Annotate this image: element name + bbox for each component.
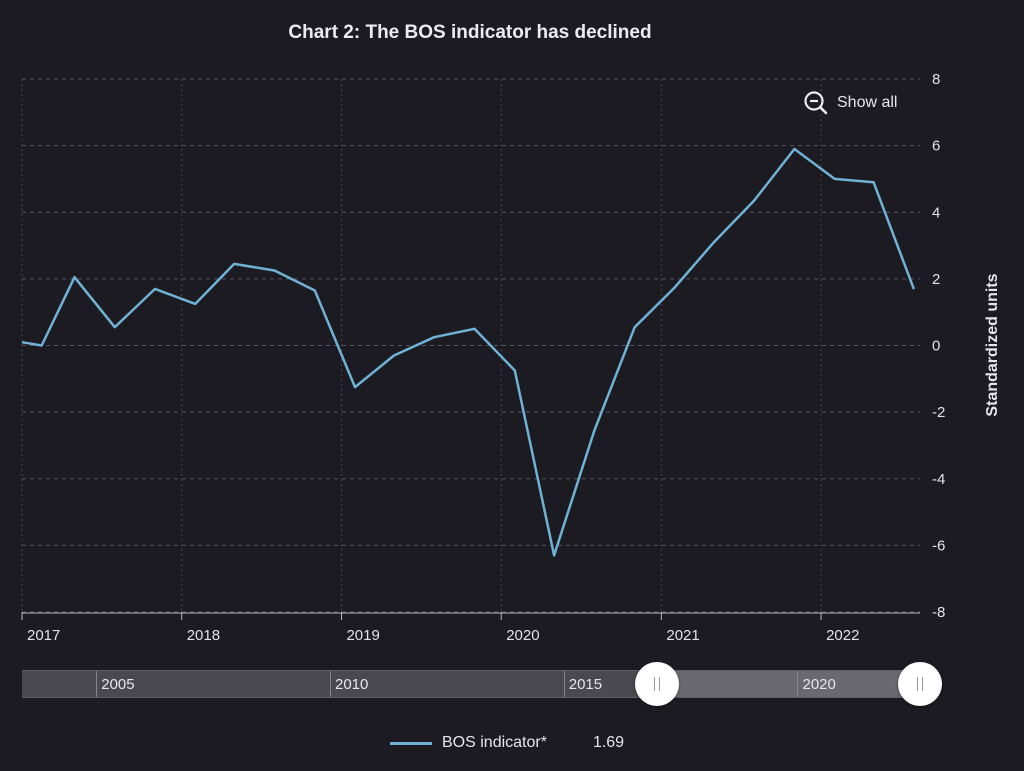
axes: 8 6 4 2 0 -2 -4 -6 -8 2017 2018 2019 2020 2021 2022 [21, 71, 945, 644]
series-line [21, 147, 916, 557]
navigator-label: 2020 [802, 676, 836, 693]
navigator-tick [563, 671, 565, 697]
y-tick-label: 0 [932, 338, 940, 355]
y-tick-label: -6 [932, 537, 945, 554]
show-all-label: Show all [837, 94, 898, 111]
range-navigator[interactable]: 2005 2010 2015 2020 [22, 662, 942, 706]
x-tick-label: 2020 [506, 627, 539, 644]
chart-title: Chart 2: The BOS indicator has declined [288, 22, 652, 43]
x-tick-label: 2017 [27, 627, 60, 644]
legend-line-swatch [390, 741, 432, 745]
zoom-out-icon [804, 91, 828, 115]
navigator-tick [797, 671, 799, 697]
grip-icon [654, 677, 661, 691]
x-tick-label: 2022 [826, 627, 859, 644]
legend-series-name: BOS indicator* [442, 734, 547, 751]
navigator-tick [329, 671, 331, 697]
y-tick-label: -8 [932, 604, 945, 621]
navigator-tick [96, 671, 98, 697]
y-axis-title: Standardized units [984, 273, 1001, 416]
navigator-left-handle[interactable] [635, 662, 680, 706]
y-tick-label: 8 [932, 71, 940, 88]
legend-item[interactable]: BOS indicator* 1.69 [390, 732, 624, 754]
y-tick-label: -4 [932, 471, 945, 488]
y-tick-label: -2 [932, 404, 945, 421]
x-tick-label: 2021 [666, 627, 699, 644]
chart-plot: 8 6 4 2 0 -2 -4 -6 -8 2017 2018 2019 2020 2021 2022 St… [21, 71, 1001, 644]
y-tick-label: 4 [932, 204, 940, 221]
y-tick-label: 2 [932, 271, 940, 288]
navigator-label: 2005 [101, 676, 135, 693]
series-layer [21, 147, 916, 557]
x-tick-label: 2018 [187, 627, 220, 644]
grip-icon [917, 677, 923, 691]
navigator-label: 2010 [334, 676, 369, 693]
legend-series-value: 1.69 [592, 734, 625, 751]
x-tick-label: 2019 [346, 627, 379, 644]
navigator-right-handle[interactable] [898, 662, 942, 706]
navigator-selected-range[interactable] [657, 671, 920, 697]
grid-lines [21, 78, 920, 613]
show-all-button[interactable]: Show all [803, 90, 897, 116]
navigator-label: 2015 [568, 676, 603, 693]
y-tick-label: 6 [932, 138, 940, 155]
